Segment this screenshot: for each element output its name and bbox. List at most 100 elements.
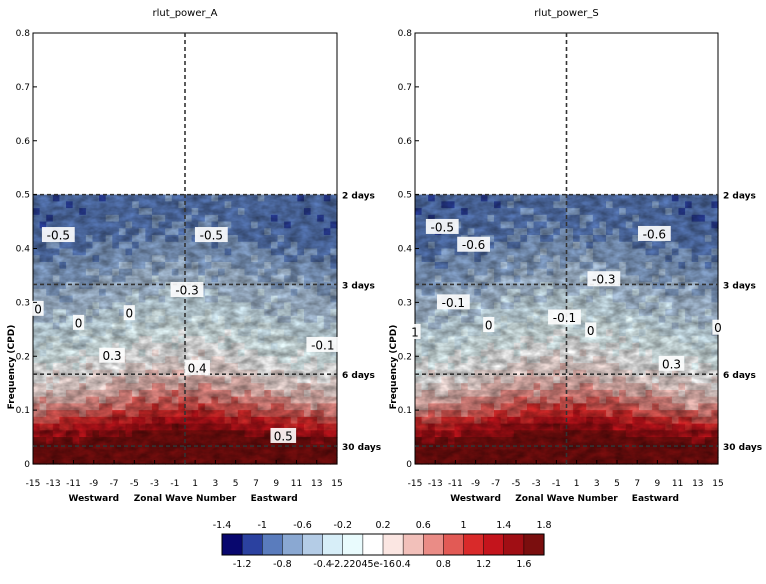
colorbar-label-top: -0.2 — [333, 520, 352, 531]
y-tick-label: 0.4 — [16, 245, 31, 255]
colorbar-swatch — [524, 534, 544, 555]
x-tick-label: 3 — [594, 479, 600, 489]
contour-label: 0.4 — [188, 362, 207, 376]
x-tick-label: 11 — [672, 479, 683, 489]
colorbar-label-top: 0.2 — [375, 520, 390, 531]
colorbar-swatch — [423, 534, 443, 555]
colorbar-swatch — [222, 534, 242, 555]
contour-label: 1 — [411, 326, 419, 340]
period-label: 30 days — [723, 443, 762, 453]
colorbar-label-top: 1.4 — [496, 520, 511, 531]
x-tick-label: 1 — [574, 479, 580, 489]
y-tick-label: 0.6 — [398, 137, 413, 147]
contour-label: 0 — [125, 307, 133, 321]
x-tick-label: -13 — [46, 479, 61, 489]
x-tick-label: 1 — [192, 479, 198, 489]
period-label: 3 days — [723, 281, 756, 291]
x-tick-label: -1 — [170, 479, 179, 489]
contour-label: -0.6 — [462, 238, 485, 252]
y-tick-label: 0.5 — [398, 191, 412, 201]
contour-label: 0.5 — [274, 429, 293, 443]
x-tick-label: 15 — [712, 479, 723, 489]
contour-label: -0.1 — [553, 311, 576, 325]
y-tick-label: 0.3 — [16, 298, 30, 308]
x-axis-label-westward: Westward — [68, 494, 119, 504]
colorbar-label-bottom: 1.2 — [476, 559, 491, 570]
period-label: 2 days — [723, 192, 756, 202]
colorbar-swatch — [484, 534, 504, 555]
x-tick-label: 11 — [291, 479, 302, 489]
x-tick-label: -5 — [130, 479, 139, 489]
colorbar-label-top: -1.4 — [213, 520, 232, 531]
contour-label: 0 — [587, 324, 595, 338]
x-axis-label: Zonal Wave Number — [515, 494, 618, 504]
x-tick-label: -11 — [66, 479, 81, 489]
contour-label: -0.5 — [200, 229, 223, 243]
colorbar-label-bottom: -0.8 — [273, 559, 292, 570]
colorbar-swatch — [282, 534, 302, 555]
period-label: 2 days — [342, 192, 375, 202]
x-tick-label: -15 — [408, 479, 423, 489]
x-tick-label: -9 — [89, 479, 98, 489]
colorbar-label-bottom: -1.2 — [233, 559, 252, 570]
contour-label: 0 — [34, 302, 42, 316]
x-axis-label-eastward: Eastward — [251, 494, 298, 504]
colorbar-swatch — [464, 534, 484, 555]
colorbar-swatch — [343, 534, 363, 555]
colorbar-label-top: 1.8 — [536, 520, 551, 531]
contour-label: 0.3 — [662, 357, 681, 371]
x-tick-label: 13 — [692, 479, 703, 489]
x-tick-label: 9 — [273, 479, 279, 489]
x-tick-label: 7 — [634, 479, 640, 489]
y-tick-label: 0 — [406, 460, 412, 470]
chart-panel-2: 2 days 3 days 6 days 30 days -0.5 -0.6 -0.6 -0.… — [389, 8, 762, 504]
colorbar-label-top: -1 — [258, 520, 267, 531]
y-tick-label: 0.2 — [398, 352, 412, 362]
x-tick-label: -3 — [532, 479, 541, 489]
contour-label: -0.5 — [47, 229, 70, 243]
y-axis-label: Frequency (CPD) — [7, 325, 17, 410]
colorbar-swatch — [403, 534, 423, 555]
colorbar-label-bottom: -2.22045e-16 — [331, 559, 395, 570]
x-tick-label: 3 — [213, 479, 219, 489]
x-tick-label: -15 — [26, 479, 41, 489]
x-tick-label: 5 — [614, 479, 620, 489]
contour-label: -0.3 — [592, 273, 615, 287]
colorbar-label-bottom: 0.4 — [396, 559, 411, 570]
x-tick-label: -7 — [491, 479, 500, 489]
colorbar-label-top: 1 — [460, 520, 466, 531]
y-tick-label: 0.8 — [398, 29, 413, 39]
period-label: 30 days — [342, 443, 381, 453]
x-tick-label: -3 — [150, 479, 159, 489]
x-tick-label: -9 — [471, 479, 480, 489]
x-tick-label: 15 — [331, 479, 342, 489]
x-tick-label: 13 — [311, 479, 322, 489]
colorbar-label-bottom: 1.6 — [516, 559, 531, 570]
contour-label: 0.3 — [102, 349, 121, 363]
colorbar-swatch — [323, 534, 343, 555]
y-tick-label: 0.7 — [398, 83, 412, 93]
y-axis-label: Frequency (CPD) — [389, 325, 399, 410]
contour-label: -0.3 — [175, 283, 198, 297]
contour-label: -0.1 — [442, 296, 465, 310]
colorbar-swatch — [303, 534, 323, 555]
x-tick-label: -13 — [428, 479, 443, 489]
x-axis-label-westward: Westward — [450, 494, 501, 504]
x-tick-label: 5 — [233, 479, 239, 489]
y-tick-label: 0.6 — [16, 137, 31, 147]
period-label: 6 days — [342, 371, 375, 381]
contour-label: -0.5 — [431, 220, 454, 234]
colorbar-label-top: 0.6 — [416, 520, 431, 531]
y-tick-label: 0 — [24, 460, 30, 470]
y-tick-label: 0.5 — [16, 191, 30, 201]
y-tick-label: 0.1 — [398, 406, 412, 416]
colorbar-swatch — [443, 534, 463, 555]
x-tick-label: -11 — [448, 479, 463, 489]
colorbar-label-bottom: -0.4 — [313, 559, 332, 570]
x-tick-label: 9 — [655, 479, 661, 489]
x-axis-label-eastward: Eastward — [632, 494, 679, 504]
y-tick-label: 0.8 — [16, 29, 31, 39]
x-axis-label: Zonal Wave Number — [134, 494, 237, 504]
